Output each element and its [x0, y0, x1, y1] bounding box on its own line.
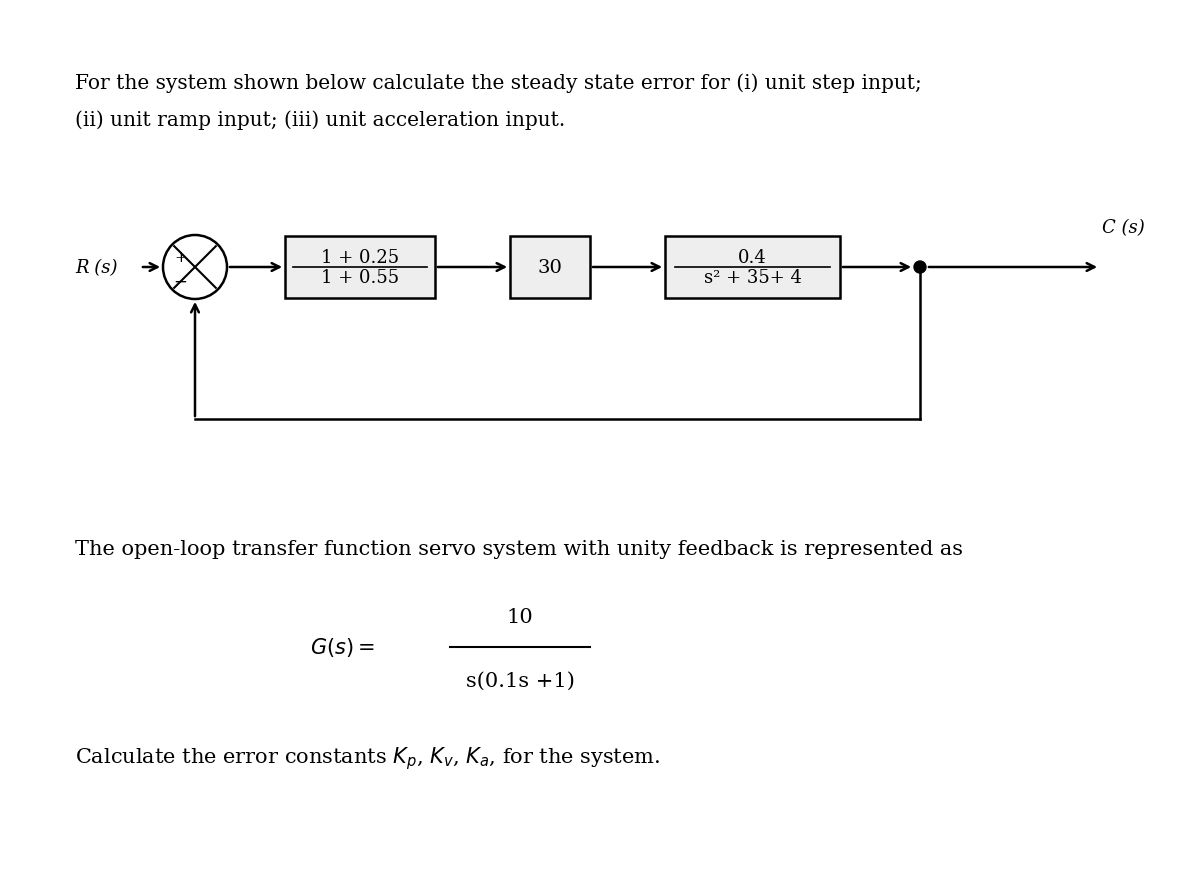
Text: s(0.1s +1): s(0.1s +1): [466, 671, 575, 690]
Circle shape: [914, 262, 926, 274]
Text: 30: 30: [538, 259, 563, 276]
Text: 1 + 0.55: 1 + 0.55: [320, 269, 400, 287]
Text: −: −: [174, 274, 187, 290]
Bar: [286, 236, 436, 299]
Text: s² + 35+ 4: s² + 35+ 4: [703, 269, 802, 287]
Text: Calculate the error constants $K_p$, $K_v$, $K_a$, for the system.: Calculate the error constants $K_p$, $K_…: [74, 744, 660, 771]
Text: The open-loop transfer function servo system with unity feedback is represented : The open-loop transfer function servo sy…: [74, 540, 964, 559]
Bar: [510, 236, 590, 299]
Text: +: +: [174, 251, 187, 265]
Text: For the system shown below calculate the steady state error for (i) unit step in: For the system shown below calculate the…: [74, 73, 922, 93]
Text: 10: 10: [506, 607, 533, 627]
Text: $G(s) =$: $G(s) =$: [310, 636, 374, 659]
Bar: [665, 236, 840, 299]
Text: C (s): C (s): [1102, 219, 1145, 236]
Text: 1 + 0.25: 1 + 0.25: [320, 249, 400, 267]
Text: R (s): R (s): [74, 259, 118, 276]
Text: (ii) unit ramp input; (iii) unit acceleration input.: (ii) unit ramp input; (iii) unit acceler…: [74, 109, 565, 129]
Text: 0.4: 0.4: [738, 249, 767, 267]
